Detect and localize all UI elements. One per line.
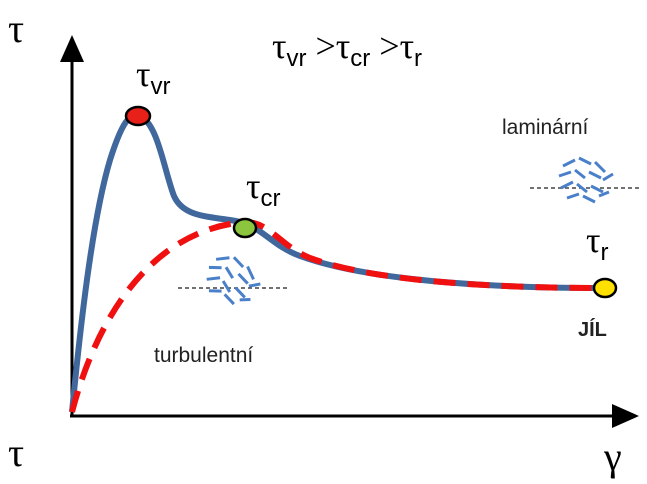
operator: > [315, 26, 335, 66]
residual-curve [72, 222, 605, 412]
baseline [370, 26, 379, 66]
laminar-icon [530, 158, 640, 202]
symbol: τ [400, 26, 414, 66]
relation: τvr >τcr >τr [272, 26, 422, 72]
point-label: τcr [246, 166, 280, 212]
turbulent-icon [178, 250, 288, 310]
origin-label: τ [8, 430, 24, 475]
point-label: τr [586, 220, 608, 266]
subscript: cr [350, 45, 370, 72]
subscript: vr [150, 73, 170, 100]
subscript: vr [286, 45, 306, 72]
operator: > [379, 26, 399, 66]
turbulent-label: turbulentní [154, 344, 253, 367]
symbol: τ [586, 220, 600, 260]
peak-point [126, 107, 150, 125]
subscript: r [414, 45, 422, 72]
critical-point [234, 219, 256, 237]
point-label: τvr [136, 54, 170, 100]
residual-point [594, 279, 616, 297]
material-label: JÍL [578, 318, 607, 341]
symbol: τ [336, 26, 350, 66]
y-axis-label: τ [8, 6, 24, 51]
baseline [306, 26, 315, 66]
symbol: τ [136, 54, 150, 94]
symbol: τ [246, 166, 260, 206]
subscript: r [600, 239, 608, 266]
symbol: τ [272, 26, 286, 66]
x-axis-label: γ [603, 434, 622, 479]
laminar-label: laminární [502, 116, 589, 139]
diagram: τ τ γ τvr >τcr >τr τvr τcr τr laminární … [0, 0, 647, 484]
subscript: cr [260, 185, 280, 212]
